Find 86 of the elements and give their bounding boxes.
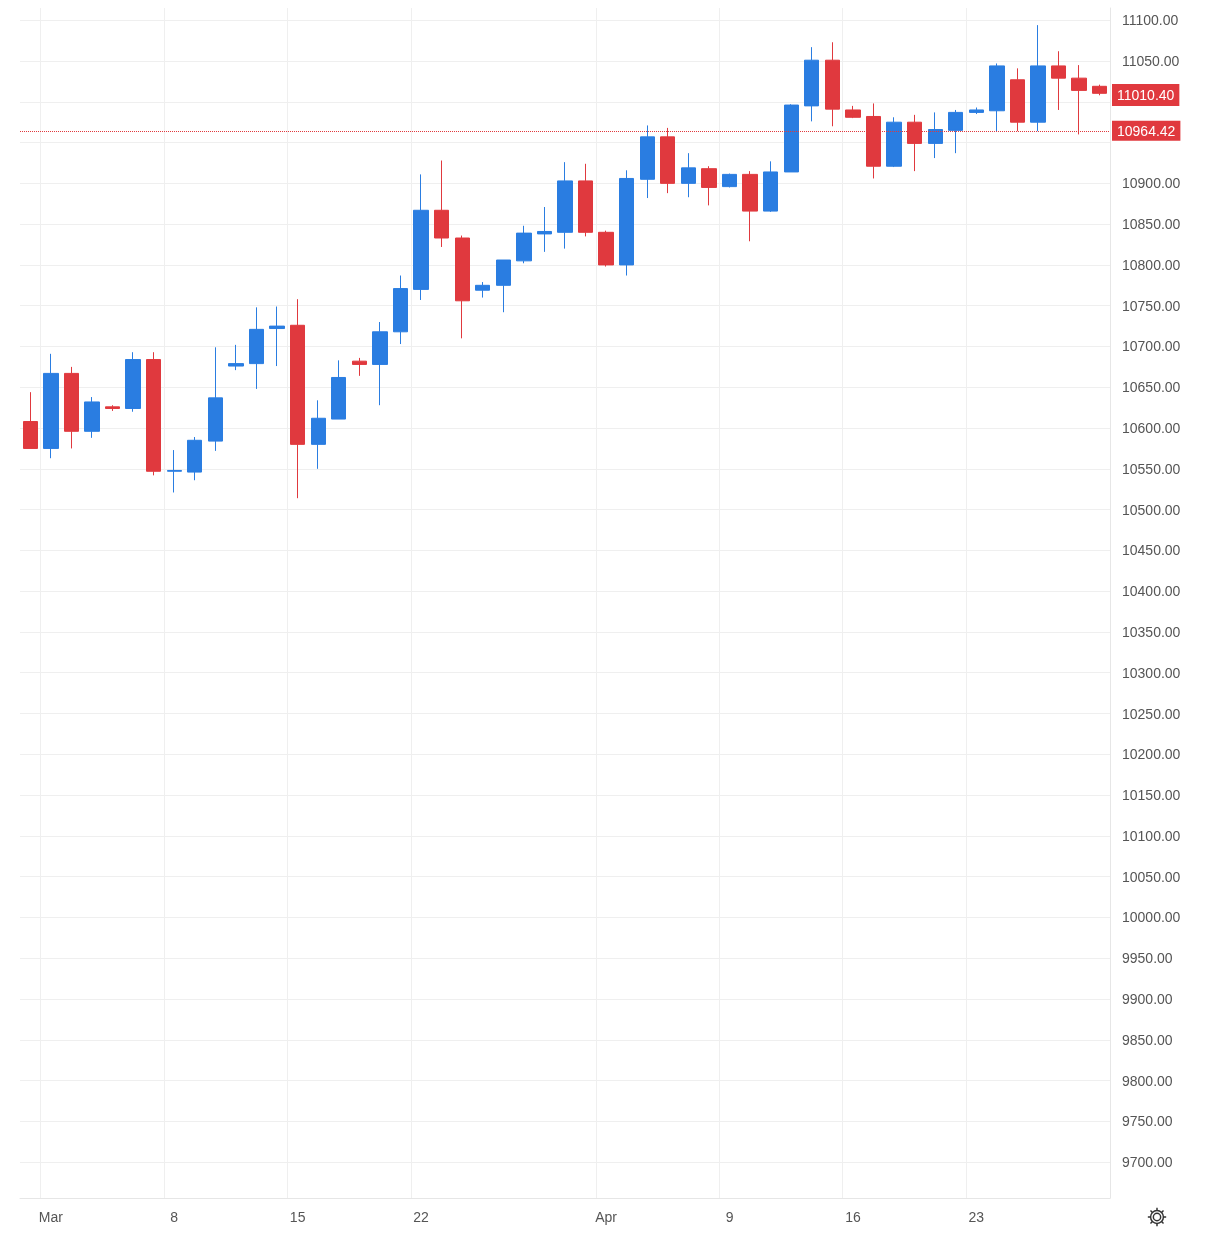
- y-tick-label: 10350.00: [1122, 623, 1181, 640]
- candlestick: [742, 170, 758, 242]
- x-tick-label: 8: [170, 1209, 179, 1225]
- y-tick-label: 10200.00: [1122, 746, 1181, 763]
- y-tick-label: 10900.00: [1122, 175, 1181, 192]
- candlestick: [784, 103, 799, 173]
- candlestick: [701, 165, 717, 206]
- candlestick: [269, 306, 285, 367]
- candlestick: [825, 41, 840, 127]
- candlestick: [105, 404, 120, 412]
- candlestick: [43, 353, 59, 459]
- y-tick-label: 10300.00: [1122, 664, 1181, 681]
- candlestick: [352, 357, 367, 377]
- candlestick: [228, 344, 244, 371]
- y-tick-label: 10800.00: [1122, 256, 1181, 273]
- y-tick-label: 10050.00: [1122, 868, 1181, 885]
- candlestick: [640, 124, 655, 199]
- y-tick-label: 9850.00: [1122, 1031, 1173, 1048]
- y-tick-label: 10450.00: [1122, 542, 1181, 559]
- y-tick-label: 10550.00: [1122, 460, 1181, 477]
- x-tick-label: 22: [413, 1209, 430, 1225]
- candlestick: [969, 107, 984, 115]
- ref-line-label: 10964.42: [1117, 122, 1176, 139]
- y-tick-label: 10850.00: [1122, 216, 1181, 233]
- candlestick: [187, 436, 202, 481]
- y-tick-label: 10000.00: [1122, 909, 1181, 926]
- y-tick-label: 10100.00: [1122, 827, 1181, 844]
- candlestick: [1010, 67, 1025, 132]
- x-tick-label: 23: [968, 1209, 985, 1225]
- candlestick: [804, 46, 819, 122]
- candlestick: [331, 359, 346, 420]
- candlestick: [146, 351, 161, 476]
- candlestick: [208, 346, 223, 452]
- y-tick-label: 10700.00: [1122, 338, 1181, 355]
- x-tick-label: 15: [289, 1209, 306, 1225]
- candlestick: [64, 366, 79, 449]
- candlestick: [496, 259, 511, 313]
- candlestick: [578, 163, 593, 237]
- candlestick: [290, 298, 305, 499]
- y-tick-label: 10500.00: [1122, 501, 1181, 518]
- y-tick-label: 10150.00: [1122, 787, 1181, 804]
- candlestick: [928, 111, 943, 159]
- y-tick-label: 9950.00: [1122, 950, 1173, 967]
- y-tick-label: 9900.00: [1122, 990, 1173, 1007]
- candlestick: [948, 109, 963, 154]
- candlestick: [23, 391, 38, 449]
- x-tick-label: Mar: [38, 1209, 64, 1225]
- candlestick: [475, 281, 490, 299]
- x-tick-label: Apr: [595, 1209, 618, 1225]
- candlestick: [537, 206, 552, 253]
- candlestick: [598, 230, 614, 268]
- candlestick: [1051, 50, 1066, 111]
- candlestick: [311, 399, 326, 470]
- y-tick-label: 11100.00: [1122, 12, 1179, 29]
- y-tick-label: 11050.00: [1122, 53, 1180, 70]
- candlestick: [516, 225, 532, 264]
- candlestick: [413, 173, 429, 301]
- y-tick-label: 10750.00: [1122, 297, 1181, 314]
- x-tick-label: 16: [845, 1209, 861, 1225]
- candlestick: [886, 116, 902, 168]
- candlestick: [393, 275, 408, 345]
- candlestick: [434, 160, 449, 248]
- candlestick: [619, 169, 634, 277]
- candlestick: [989, 62, 1005, 132]
- y-tick-label: 10650.00: [1122, 379, 1181, 396]
- y-tick-label: 9700.00: [1122, 1154, 1173, 1171]
- y-tick-label: 10600.00: [1122, 420, 1181, 437]
- candlestick: [722, 173, 737, 188]
- y-tick-label: 10400.00: [1122, 583, 1181, 600]
- candlestick: [763, 160, 778, 213]
- candlestick: [372, 321, 388, 406]
- candlestick: [84, 396, 100, 439]
- candlestick: [455, 235, 470, 339]
- y-tick-label: 9750.00: [1122, 1113, 1173, 1130]
- y-tick-label: 9800.00: [1122, 1072, 1173, 1089]
- y-tick-label: 10250.00: [1122, 705, 1181, 722]
- x-tick-label: 9: [725, 1209, 734, 1225]
- candlestick: [167, 449, 182, 493]
- candlestick: [1030, 24, 1046, 132]
- candlestick: [845, 105, 861, 119]
- candlestick: [557, 161, 573, 250]
- candlestick: [249, 306, 264, 390]
- text: 11010.40: [1117, 87, 1175, 103]
- candlestick: [681, 152, 696, 198]
- candlestick: [125, 351, 141, 413]
- candlestick: [1092, 84, 1107, 96]
